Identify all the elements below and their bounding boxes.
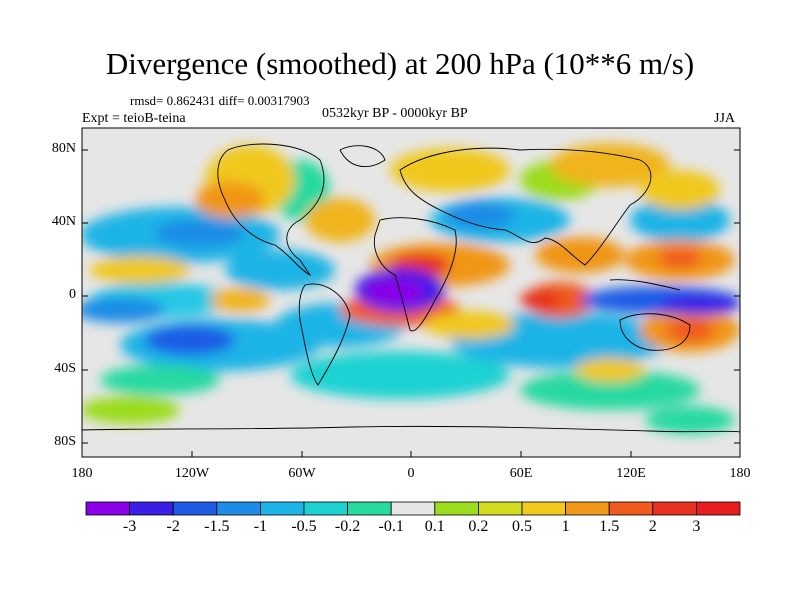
lon-label-60w: 60W	[288, 466, 316, 481]
coastlines	[82, 143, 740, 433]
period-label: 0532kyr BP - 0000kyr BP	[322, 106, 468, 121]
colorbar-label: 1.5	[599, 518, 620, 535]
colorbar-swatch	[85, 501, 130, 516]
season-label: JJA	[714, 111, 736, 126]
colorbar-label: -1	[253, 518, 268, 535]
colorbar-swatch	[521, 501, 566, 516]
lat-ticks	[82, 149, 740, 444]
colorbar-label: -1.5	[204, 518, 230, 535]
colorbar-swatch	[259, 501, 305, 516]
colorbar-swatch	[565, 501, 610, 516]
lat-label-80n: 80N	[51, 141, 76, 156]
colorbar-label: -3	[122, 518, 137, 535]
lon-label-60e: 60E	[509, 466, 533, 481]
lon-ticks	[81, 451, 741, 457]
colorbar-label: 2	[648, 518, 657, 535]
colorbar-swatch	[303, 501, 348, 516]
lon-label-180e: 180	[729, 466, 751, 481]
colorbar-swatch	[696, 501, 741, 516]
lon-label-120w: 120W	[174, 466, 210, 481]
colorbar-label: -2	[166, 518, 180, 535]
colorbar-swatch	[608, 501, 654, 516]
page-title: Divergence (smoothed) at 200 hPa (10**6 …	[105, 46, 695, 81]
colorbar-label: 0.2	[468, 518, 489, 535]
field-layer	[82, 128, 740, 457]
colorbar-swatch	[652, 501, 697, 516]
lat-label-40n: 40N	[51, 214, 76, 229]
colorbar-label: -0.5	[291, 518, 317, 535]
colorbar-label: -0.2	[334, 518, 361, 535]
colorbar-label: 0.1	[424, 518, 445, 535]
stats-text: rmsd= 0.862431 diff= 0.00317903	[130, 93, 310, 108]
experiment-label: Expt = teioB-teina	[82, 111, 186, 126]
lon-label-0: 0	[407, 466, 415, 481]
colorbar	[85, 501, 741, 516]
colorbar-label: -0.1	[378, 518, 404, 535]
colorbar-swatch	[172, 501, 218, 516]
colorbar-label: 3	[692, 518, 701, 535]
lat-label-0: 0	[69, 287, 76, 302]
colorbar-swatch	[347, 501, 392, 516]
colorbar-swatch	[477, 501, 523, 516]
lat-label-40s: 40S	[54, 361, 76, 376]
colorbar-label: 1	[561, 518, 570, 535]
colorbar-swatch	[216, 501, 261, 516]
lon-label-120e: 120E	[616, 466, 646, 481]
lon-label-180w: 180	[71, 466, 93, 481]
colorbar-swatch	[129, 501, 174, 516]
lat-label-80s: 80S	[54, 434, 76, 449]
colorbar-swatch	[434, 501, 479, 516]
colorbar-label: 0.5	[512, 518, 532, 535]
colorbar-swatch	[390, 501, 436, 516]
